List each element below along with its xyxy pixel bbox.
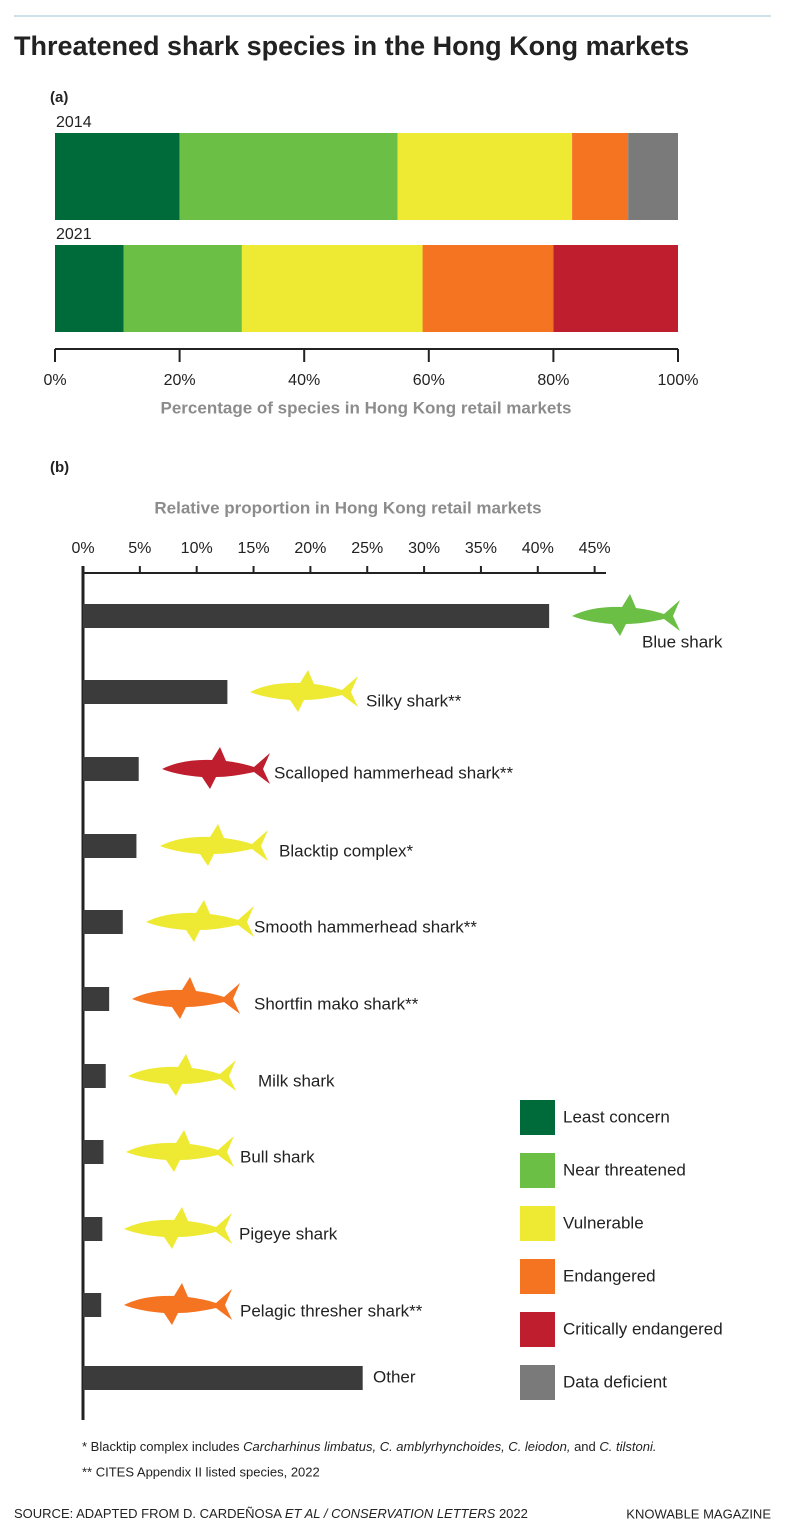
- x-axis-label: Relative proportion in Hong Kong retail …: [154, 498, 541, 517]
- legend-label: Near threatened: [563, 1160, 686, 1179]
- x-tick-label: 0%: [43, 372, 66, 389]
- x-tick-label: 40%: [288, 372, 320, 389]
- bar-segment: [55, 245, 124, 332]
- shark-icon: [572, 594, 680, 636]
- shark-icon: [160, 824, 268, 866]
- footnote-part: * Blacktip complex includes: [82, 1439, 243, 1454]
- category-label: Milk shark: [258, 1071, 335, 1090]
- footnote-part: Carcharhinus limbatus, C. amblyrhynchoid…: [243, 1439, 570, 1454]
- category-label: Blacktip complex*: [279, 841, 414, 860]
- footnote: * Blacktip complex includes Carcharhinus…: [82, 1439, 656, 1454]
- shark-icon: [124, 1283, 232, 1325]
- bar: [83, 1140, 104, 1164]
- source: SOURCE: ADAPTED FROM D. CARDEÑOSA ET AL …: [14, 1506, 528, 1521]
- legend-label: Least concern: [563, 1107, 670, 1126]
- source-part: SOURCE: ADAPTED FROM D. CARDEÑOSA: [14, 1506, 285, 1521]
- shark-icon: [132, 977, 240, 1019]
- bar: [83, 1366, 363, 1390]
- category-label: Scalloped hammerhead shark**: [274, 763, 513, 782]
- x-tick-label: 60%: [413, 372, 445, 389]
- footnote-part: and: [570, 1439, 599, 1454]
- bar: [83, 1217, 103, 1241]
- x-tick-label: 10%: [181, 540, 213, 557]
- panel-label: (b): [50, 459, 69, 476]
- footnote-part: C. tilstoni.: [599, 1439, 656, 1454]
- shark-icon: [146, 900, 254, 942]
- bar: [83, 680, 228, 704]
- x-tick-label: 0%: [71, 540, 94, 557]
- x-tick-label: 25%: [351, 540, 383, 557]
- bar-segment: [553, 245, 678, 332]
- bar-segment: [572, 133, 629, 220]
- category-label: 2021: [56, 226, 92, 243]
- bar-segment: [55, 133, 180, 220]
- x-tick-label: 80%: [537, 372, 569, 389]
- category-label: Pelagic thresher shark**: [240, 1301, 423, 1320]
- category-label: 2014: [56, 114, 92, 131]
- source-part: 2022: [495, 1506, 528, 1521]
- bar-segment: [179, 133, 398, 220]
- bar: [83, 1293, 102, 1317]
- legend-swatch: [520, 1100, 555, 1135]
- category-label: Other: [373, 1367, 416, 1386]
- x-tick-label: 30%: [408, 540, 440, 557]
- x-axis-label: Percentage of species in Hong Kong retai…: [161, 398, 572, 417]
- x-tick-label: 20%: [164, 372, 196, 389]
- footnote: ** CITES Appendix II listed species, 202…: [82, 1464, 320, 1479]
- bar: [83, 1064, 106, 1088]
- legend-swatch: [520, 1312, 555, 1347]
- legend-label: Critically endangered: [563, 1319, 723, 1338]
- category-label: Blue shark: [642, 632, 723, 651]
- bar-segment: [123, 245, 242, 332]
- shark-icon: [126, 1130, 234, 1172]
- bar-segment: [397, 133, 573, 220]
- legend-swatch: [520, 1206, 555, 1241]
- category-label: Smooth hammerhead shark**: [254, 917, 477, 936]
- category-label: Bull shark: [240, 1147, 315, 1166]
- source-part: ET AL / CONSERVATION LETTERS: [285, 1506, 496, 1521]
- x-tick-label: 20%: [294, 540, 326, 557]
- bar: [83, 604, 550, 628]
- page-title: Threatened shark species in the Hong Kon…: [14, 31, 689, 61]
- shark-icon: [250, 670, 358, 712]
- category-label: Silky shark**: [366, 691, 462, 710]
- bar: [83, 987, 110, 1011]
- panel-label: (a): [50, 89, 68, 106]
- legend-swatch: [520, 1153, 555, 1188]
- legend-label: Endangered: [563, 1266, 656, 1285]
- credit: KNOWABLE MAGAZINE: [626, 1506, 771, 1521]
- legend-swatch: [520, 1365, 555, 1400]
- shark-icon: [128, 1054, 236, 1096]
- bar: [83, 910, 123, 934]
- bar-segment: [241, 245, 423, 332]
- x-tick-label: 35%: [465, 540, 497, 557]
- x-tick-label: 5%: [128, 540, 151, 557]
- category-label: Shortfin mako shark**: [254, 994, 419, 1013]
- x-tick-label: 15%: [238, 540, 270, 557]
- bar-segment: [422, 245, 554, 332]
- x-tick-label: 40%: [522, 540, 554, 557]
- category-label: Pigeye shark: [239, 1224, 338, 1243]
- x-tick-label: 100%: [658, 372, 699, 389]
- legend-label: Vulnerable: [563, 1213, 644, 1232]
- shark-icon: [162, 747, 270, 789]
- bar: [83, 757, 139, 781]
- shark-icon: [124, 1207, 232, 1249]
- x-tick-label: 45%: [579, 540, 611, 557]
- legend-swatch: [520, 1259, 555, 1294]
- bar: [83, 834, 137, 858]
- legend-label: Data deficient: [563, 1372, 667, 1391]
- bar-segment: [628, 133, 678, 220]
